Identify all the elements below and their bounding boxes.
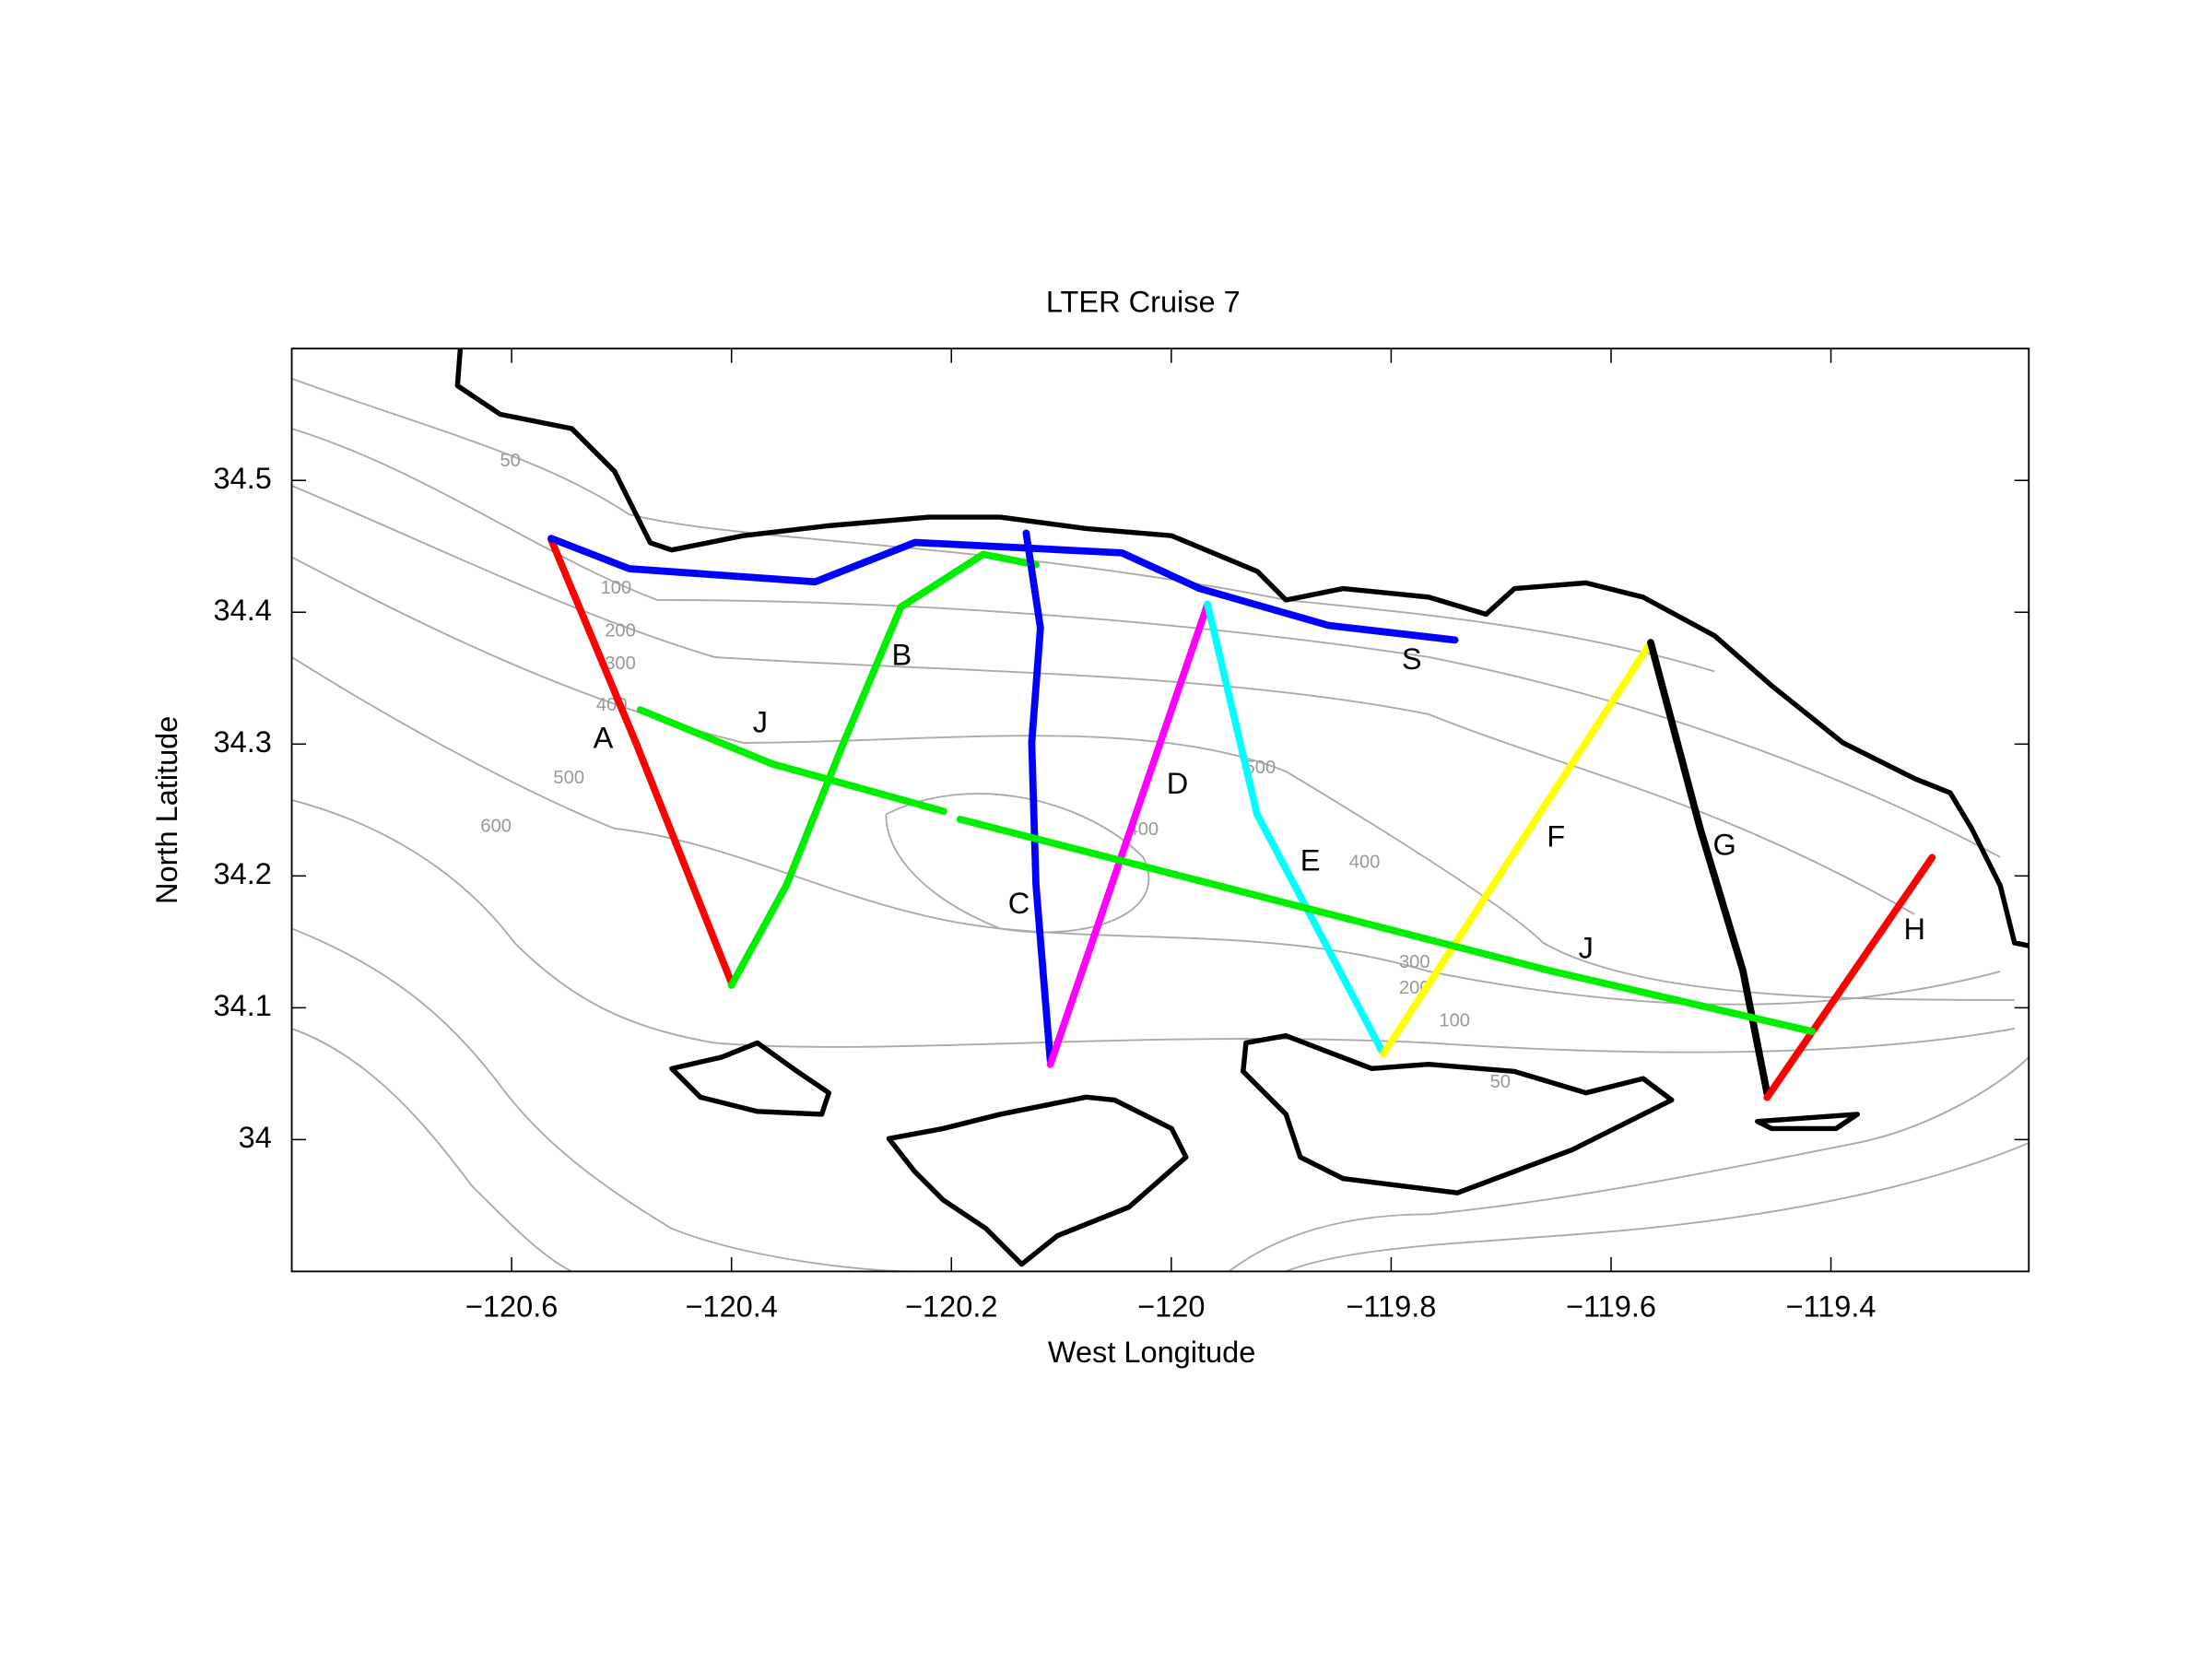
track-line — [547, 535, 1459, 644]
track-line — [1763, 854, 1936, 1101]
island — [1755, 1112, 1860, 1132]
contour-line — [885, 793, 1150, 934]
chart-title: LTER Cruise 7 — [1046, 286, 1241, 319]
track-label: S — [1402, 642, 1422, 676]
track-label: J — [753, 705, 768, 738]
track-line — [1022, 529, 1054, 1065]
track-label: J — [1579, 931, 1594, 964]
track-line — [636, 706, 1817, 1035]
x-tick-label: −119.4 — [1786, 1289, 1877, 1323]
x-tick-label: −120.6 — [465, 1289, 558, 1323]
x-tick-label: −120.4 — [685, 1289, 777, 1323]
y-tick-label: 34.4 — [214, 594, 272, 627]
contour-line — [291, 485, 1915, 915]
track-label: H — [1904, 912, 1926, 946]
contour-line — [291, 1028, 572, 1273]
contour-line — [291, 428, 2001, 858]
x-tick-label: −120.2 — [905, 1289, 997, 1323]
contour-line — [1228, 1056, 2030, 1273]
track-line — [1204, 600, 1387, 1058]
contour-label: 600 — [480, 817, 512, 837]
contour-label: 500 — [553, 768, 584, 788]
x-tick-label: −119.8 — [1346, 1289, 1436, 1323]
plot-frame — [290, 347, 2030, 1273]
y-axis-label: North Latitude — [150, 716, 183, 904]
contour-label: 100 — [601, 578, 632, 598]
track-label: F — [1547, 819, 1565, 853]
y-tick-label: 34.5 — [214, 462, 272, 495]
track-label: D — [1167, 767, 1189, 800]
contour-label: 300 — [1399, 952, 1430, 972]
y-tick-label: 34.2 — [214, 857, 272, 890]
island — [1241, 1032, 1675, 1195]
contour-label: 100 — [1439, 1011, 1470, 1031]
island — [669, 1040, 832, 1117]
track-line — [1647, 639, 1771, 1098]
x-axis-label: West Longitude — [1048, 1336, 1255, 1369]
contour-label: 400 — [1349, 852, 1381, 872]
contour-line — [1285, 1142, 2030, 1273]
contour-label: 200 — [605, 620, 636, 641]
x-tick-label: −119.6 — [1566, 1289, 1656, 1323]
track-line — [1380, 639, 1654, 1058]
contour-line — [291, 927, 915, 1273]
contour-label: 300 — [605, 653, 636, 674]
track-line — [727, 550, 1040, 989]
x-tick-label: −120 — [1137, 1289, 1205, 1323]
coastline — [454, 347, 2030, 1267]
y-tick-label: 34.1 — [214, 989, 272, 1022]
track-label: G — [1712, 829, 1735, 862]
contour-label: 50 — [500, 451, 520, 471]
y-tick-label: 34 — [239, 1121, 272, 1154]
track-label: E — [1300, 844, 1321, 877]
contour-label: 500 — [1245, 758, 1277, 778]
y-tick-label: 34.3 — [214, 725, 272, 759]
track-label: B — [892, 639, 912, 672]
track-label: C — [1008, 887, 1030, 920]
track-line — [547, 536, 735, 987]
island — [886, 1094, 1189, 1267]
contour-line — [291, 377, 1715, 673]
track-line — [1046, 600, 1212, 1068]
track-label: A — [594, 721, 614, 754]
contour-label: 50 — [1490, 1072, 1511, 1092]
mainland — [454, 347, 2030, 948]
contour-line — [291, 799, 2015, 1054]
